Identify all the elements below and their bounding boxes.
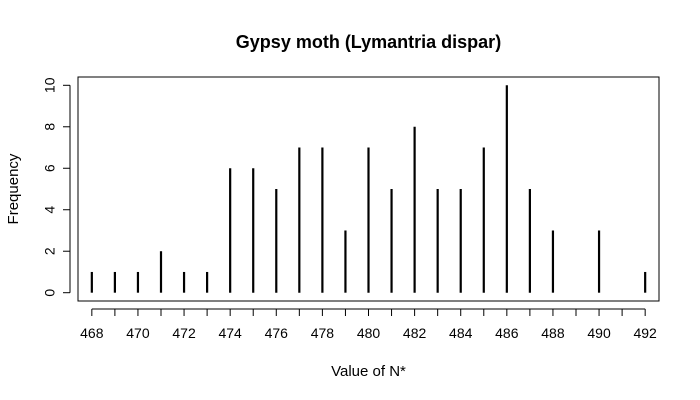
x-tick-label: 470 [126,325,150,341]
x-tick-label: 482 [403,325,427,341]
x-tick-label: 476 [265,325,289,341]
x-tick-label: 468 [80,325,104,341]
y-tick-label: 10 [42,77,58,93]
x-tick-label: 484 [449,325,473,341]
plot-frame [77,76,660,302]
chart-title: Gypsy moth (Lymantria dispar) [236,32,501,52]
bars [90,85,647,293]
x-tick-label: 472 [172,325,196,341]
x-tick-label: 492 [633,325,657,341]
y-tick-label: 6 [42,164,58,172]
y-tick-label: 4 [42,206,58,214]
x-tick-label: 478 [311,325,335,341]
x-tick-label: 474 [218,325,242,341]
y-axis-label: Frequency [5,153,22,224]
x-tick-label: 480 [357,325,381,341]
x-axis-label: Value of N* [331,363,406,380]
y-tick-label: 8 [42,123,58,131]
x-tick-label: 486 [495,325,519,341]
y-axis: 0 2 4 6 8 10 [42,77,71,297]
y-tick-label: 0 [42,289,58,297]
x-axis: 468 470 472 474 476 478 480 482 484 486 488 490 492 [80,308,657,341]
x-tick-label: 490 [587,325,611,341]
y-tick-label: 2 [42,247,58,255]
x-tick-label: 488 [541,325,565,341]
